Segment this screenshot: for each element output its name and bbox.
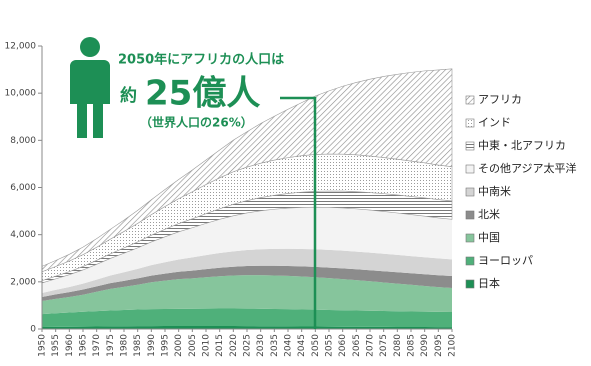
x-tick-label: 2020: [229, 334, 239, 357]
x-tick-label: 2005: [188, 334, 198, 357]
legend-swatch: [465, 256, 475, 266]
x-tick-label: 2015: [215, 334, 225, 357]
area: [42, 248, 452, 297]
x-tick-label: 2100: [448, 334, 458, 357]
y-tick-label: 2,000: [10, 277, 36, 287]
legend-label: 北米: [478, 208, 500, 221]
area: [42, 265, 452, 302]
x-tick-label: 1980: [120, 334, 130, 357]
x-tick-label: 2040: [284, 334, 294, 357]
x-tick-label: 1960: [65, 334, 75, 357]
annotation-leader: [280, 96, 317, 329]
annotation-note: （世界人口の26%）: [140, 115, 253, 130]
legend-swatch: [465, 279, 475, 289]
legend-swatch: [465, 95, 475, 105]
y-tick-label: 10,000: [5, 89, 37, 99]
annotation-headline: 25億人: [145, 74, 260, 114]
area: [42, 308, 452, 328]
legend-label: アフリカ: [478, 93, 522, 106]
x-tick-label: 2030: [256, 334, 266, 357]
legend-label: インド: [478, 116, 511, 129]
legend-swatch: [465, 164, 475, 174]
x-tick-label: 2045: [297, 334, 307, 357]
x-tick-label: 2075: [379, 334, 389, 357]
x-tick-label: 2095: [434, 334, 444, 357]
legend-label: 日本: [478, 276, 500, 290]
legend-swatch: [465, 233, 475, 243]
x-tick-label: 2055: [325, 334, 335, 357]
legend-label: 中南米: [478, 185, 511, 198]
x-tick-label: 1995: [161, 334, 171, 357]
person-icon: [70, 37, 110, 138]
x-tick-label: 1985: [133, 334, 143, 357]
legend-swatch: [465, 187, 475, 197]
area: [42, 275, 452, 315]
legend-swatch: [465, 118, 475, 128]
area: [42, 207, 452, 293]
area: [41, 68, 453, 273]
x-tick-label: 1970: [92, 334, 102, 357]
x-tick-label: 2010: [202, 334, 212, 357]
x-tick-label: 2080: [393, 334, 403, 357]
y-tick-label: 12,000: [5, 42, 37, 52]
x-tick-label: 2070: [366, 334, 376, 357]
x-tick-label: 2000: [174, 334, 184, 357]
y-tick-label: 4,000: [10, 230, 36, 240]
x-tick-label: 2065: [352, 334, 362, 357]
x-tick-label: 2035: [270, 334, 280, 357]
legend-swatch: [465, 210, 475, 220]
plot-area: 0 2,000 4,000 6,000 8,000 10,000 12,000 1950 195…: [5, 42, 458, 357]
y-tick-label: 8,000: [10, 136, 36, 146]
area: [42, 325, 452, 329]
x-tick-label: 2090: [420, 334, 430, 357]
legend-label: 中国: [478, 231, 500, 244]
x-tick-label: 2050: [311, 334, 321, 357]
x-tick-label: 1990: [147, 334, 157, 357]
x-tick-label: 2085: [407, 334, 417, 357]
x-tick-label: 2060: [338, 334, 348, 357]
annotation-prefix: 約: [120, 85, 137, 106]
x-tick-label: 1975: [106, 334, 116, 357]
x-tick-label: 2025: [243, 334, 253, 357]
legend-label: その他アジア太平洋: [478, 161, 577, 175]
legend-label: ヨーロッパ: [478, 254, 533, 267]
x-tick-label: 1955: [51, 334, 61, 357]
legend-swatch: [465, 141, 475, 151]
legend-label: 中東・北アフリカ: [478, 139, 566, 152]
y-tick-label: 6,000: [10, 183, 36, 193]
y-tick-label: 0: [30, 325, 36, 335]
annotation-text: 2050年にアフリカの人口は: [118, 52, 284, 68]
x-tick-label: 1965: [79, 334, 89, 357]
x-tick-label: 1950: [38, 334, 48, 357]
